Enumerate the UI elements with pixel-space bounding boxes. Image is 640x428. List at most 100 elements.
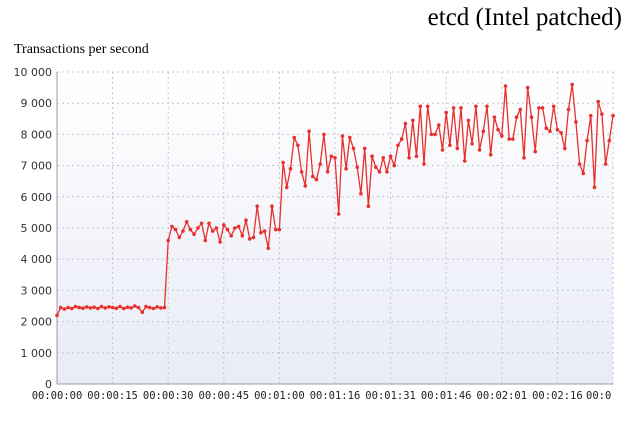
data-point: [548, 129, 552, 134]
data-point: [144, 304, 148, 309]
data-point: [444, 110, 449, 115]
data-point: [581, 171, 586, 176]
data-point: [603, 162, 608, 166]
data-point: [466, 118, 471, 123]
data-point: [600, 112, 604, 116]
data-point: [533, 149, 537, 154]
data-point: [455, 146, 460, 151]
y-tick-label: 7 000: [21, 160, 53, 173]
data-point: [566, 107, 571, 112]
data-point: [385, 170, 389, 174]
y-tick-label: 4 000: [21, 253, 53, 266]
data-point: [329, 154, 334, 158]
chart-title: etcd (Intel patched): [427, 4, 622, 31]
x-tick-label: 00:01:31: [365, 390, 416, 402]
data-point: [511, 137, 515, 141]
data-point: [285, 185, 289, 190]
data-point: [344, 166, 348, 171]
data-point: [125, 305, 130, 310]
data-point: [325, 170, 330, 174]
data-point: [199, 221, 204, 226]
data-point: [411, 118, 415, 123]
data-point: [222, 223, 226, 227]
data-point: [84, 305, 89, 309]
data-point: [129, 306, 133, 310]
y-tick-label: 1 000: [21, 347, 53, 360]
data-point: [177, 235, 182, 240]
data-point: [559, 131, 563, 135]
data-point: [451, 106, 456, 110]
y-tick-label: 9 000: [21, 97, 53, 110]
data-point: [188, 227, 193, 232]
data-point: [500, 134, 504, 138]
data-point: [377, 170, 382, 174]
data-point: [162, 305, 167, 310]
data-point: [110, 305, 115, 310]
data-point: [522, 156, 526, 160]
y-tick-label: 6 000: [21, 191, 53, 204]
data-point: [477, 148, 482, 152]
y-tick-label: 5 000: [21, 222, 53, 235]
data-point: [596, 99, 600, 104]
data-point: [503, 84, 508, 88]
data-point: [196, 226, 200, 230]
data-point: [62, 307, 67, 311]
data-point: [336, 212, 341, 216]
data-point: [77, 305, 81, 310]
data-point: [288, 166, 293, 171]
series-group: [55, 82, 615, 318]
data-point: [159, 306, 163, 310]
data-point: [525, 85, 530, 90]
data-point: [433, 132, 437, 137]
data-point: [437, 123, 441, 127]
data-point: [173, 227, 178, 232]
x-tick-label: 00:02:01: [477, 390, 528, 402]
data-point: [514, 115, 519, 119]
data-point: [236, 224, 241, 229]
data-point: [299, 170, 304, 174]
x-tick-label: 00:00:00: [32, 390, 83, 402]
data-point: [414, 154, 419, 158]
data-point: [425, 104, 430, 109]
data-point: [155, 305, 159, 309]
data-point: [374, 165, 378, 169]
x-tick-label: 00:01:16: [310, 390, 361, 402]
y-tick-label: 2 000: [21, 316, 53, 329]
data-point: [537, 106, 541, 110]
data-point: [314, 177, 319, 182]
data-point: [210, 229, 215, 233]
data-point: [103, 306, 107, 310]
data-point: [589, 113, 593, 118]
x-tick-label: 00:00:30: [143, 390, 194, 402]
data-point: [396, 143, 400, 148]
data-point: [485, 104, 489, 109]
data-point: [544, 126, 549, 130]
data-point: [607, 138, 612, 143]
x-tick-label: 00:0: [586, 390, 611, 402]
data-point: [262, 229, 267, 233]
x-tick-label: 00:02:16: [532, 390, 583, 402]
data-point: [403, 121, 408, 126]
y-tick-label: 0: [45, 378, 52, 391]
data-point: [459, 106, 463, 110]
data-point: [492, 115, 497, 119]
data-point: [496, 127, 500, 132]
data-point: [277, 227, 282, 232]
data-point: [529, 115, 534, 119]
data-point: [244, 218, 248, 222]
x-tick-label: 00:00:15: [87, 390, 138, 402]
data-point: [611, 113, 615, 118]
data-point: [118, 304, 122, 309]
data-point: [273, 227, 278, 232]
data-point: [136, 305, 141, 310]
x-tick-label: 00:01:46: [421, 390, 472, 402]
data-point: [92, 305, 96, 310]
data-point: [170, 224, 174, 229]
data-point: [270, 204, 274, 208]
y-tick-label: 8 000: [21, 128, 53, 141]
x-tick-label: 00:01:00: [254, 390, 305, 402]
data-point: [388, 154, 393, 158]
x-tick-label: 00:00:45: [199, 390, 250, 402]
data-point: [266, 246, 271, 251]
data-point: [73, 304, 78, 309]
